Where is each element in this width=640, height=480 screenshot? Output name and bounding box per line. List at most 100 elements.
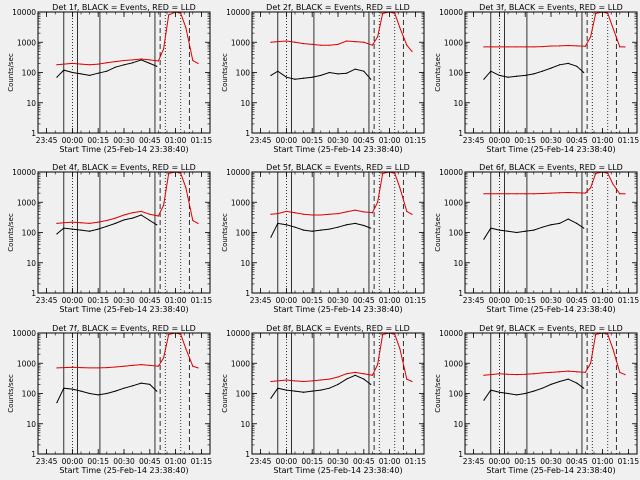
series-line-lld [270, 172, 413, 216]
data-point-events [550, 67, 552, 69]
data-point-lld [354, 41, 356, 43]
series-line-lld [483, 172, 625, 195]
data-point-lld [411, 380, 413, 383]
x-tick-label: 01:15 [405, 136, 427, 145]
data-point-lld [180, 333, 182, 335]
data-point-events [123, 387, 125, 389]
data-point-lld [498, 193, 500, 195]
x-tick-label: 00:30 [540, 296, 562, 305]
panel-2: Det 2f, BLACK = Events, RED = LLD 1 10 100 1… [221, 3, 426, 154]
y-tick-label: 10 [240, 420, 250, 429]
data-point-lld [123, 214, 125, 216]
data-point-lld [132, 59, 134, 61]
x-tick-label: 23:45 [36, 136, 58, 145]
series-line-lld [483, 333, 626, 376]
data-point-lld [507, 193, 509, 195]
data-point-events [132, 217, 134, 219]
data-point-lld [498, 46, 500, 48]
x-tick-label: 01:00 [165, 136, 187, 145]
data-point-events [71, 71, 73, 74]
data-point-events [303, 77, 305, 79]
data-point-lld [624, 374, 626, 376]
panel-title: Det 7f, BLACK = Events, RED = LLD [52, 324, 196, 333]
y-tick-label: 1000 [444, 198, 463, 207]
panel-1: Det 1f, BLACK = Events, RED = LLD 1 10 100 1… [7, 3, 212, 154]
y-axis-label: Counts/sec [7, 53, 15, 92]
data-point-lld [595, 172, 597, 174]
x-tick-label: 00:15 [87, 136, 109, 145]
series-line-events [270, 374, 372, 399]
data-point-events [483, 399, 485, 401]
x-tick-label: 01:00 [379, 296, 401, 305]
data-point-events [294, 226, 296, 228]
data-point-lld [185, 187, 187, 189]
data-point-events [320, 389, 322, 391]
data-point-events [97, 72, 99, 74]
x-tick-label: 00:15 [301, 457, 323, 466]
data-point-events [97, 394, 99, 396]
data-point-lld [80, 222, 82, 224]
data-point-lld [320, 44, 322, 46]
data-point-lld [490, 46, 492, 48]
data-point-lld [567, 44, 569, 47]
data-point-events [277, 222, 279, 224]
x-tick-label: 00:15 [87, 457, 109, 466]
data-point-lld [584, 45, 587, 47]
data-point-events [277, 70, 279, 72]
y-tick-label: 1000 [17, 359, 36, 368]
data-point-lld [63, 63, 65, 65]
data-point-events [320, 74, 322, 77]
data-point-lld [382, 12, 384, 14]
series-line-events [483, 378, 584, 401]
data-point-lld [197, 367, 199, 369]
data-point-lld [180, 172, 182, 174]
data-point-lld [157, 365, 159, 367]
data-point-lld [507, 373, 509, 375]
data-point-lld [311, 380, 313, 382]
data-point-events [490, 70, 492, 72]
y-tick-label: 1 [31, 129, 36, 138]
data-point-lld [589, 187, 592, 189]
x-tick-label: 00:00 [276, 296, 298, 305]
data-point-lld [550, 371, 552, 373]
data-point-lld [106, 62, 108, 64]
data-point-lld [149, 213, 151, 215]
data-point-lld [371, 212, 373, 214]
x-tick-label: 00:30 [113, 296, 135, 305]
data-point-lld [589, 36, 592, 38]
data-point-lld [524, 46, 526, 48]
data-point-lld [394, 333, 396, 335]
data-point-events [123, 64, 125, 66]
y-tick-label: 10 [453, 259, 463, 268]
data-point-events [114, 390, 116, 392]
data-point-events [56, 402, 58, 404]
data-point-lld [270, 213, 272, 215]
data-point-lld [490, 193, 492, 195]
panel-8: Det 8f, BLACK = Events, RED = LLD 1 10 100 1… [221, 324, 426, 475]
series-line-lld [483, 12, 625, 48]
data-point-events [80, 229, 82, 231]
data-point-events [516, 231, 518, 234]
data-point-lld [411, 213, 413, 215]
data-point-lld [584, 192, 587, 194]
x-tick-label: 01:00 [165, 296, 187, 305]
data-point-lld [533, 373, 535, 375]
data-point-events [583, 71, 585, 74]
data-point-lld [277, 213, 279, 215]
data-point-lld [595, 12, 597, 14]
data-point-lld [311, 214, 313, 216]
data-point-lld [303, 43, 305, 45]
data-point-events [363, 224, 365, 227]
data-point-events [156, 390, 158, 392]
data-point-lld [63, 366, 65, 369]
x-tick-label: 00:15 [301, 296, 323, 305]
y-tick-label: 10 [240, 259, 250, 268]
data-point-events [498, 74, 500, 77]
data-point-events [363, 378, 365, 380]
x-tick-label: 01:15 [618, 296, 640, 305]
x-tick-label: 01:00 [165, 457, 187, 466]
data-point-lld [363, 373, 365, 375]
data-point-lld [533, 193, 535, 195]
y-tick-label: 1000 [444, 359, 463, 368]
x-tick-label: 00:30 [113, 457, 135, 466]
